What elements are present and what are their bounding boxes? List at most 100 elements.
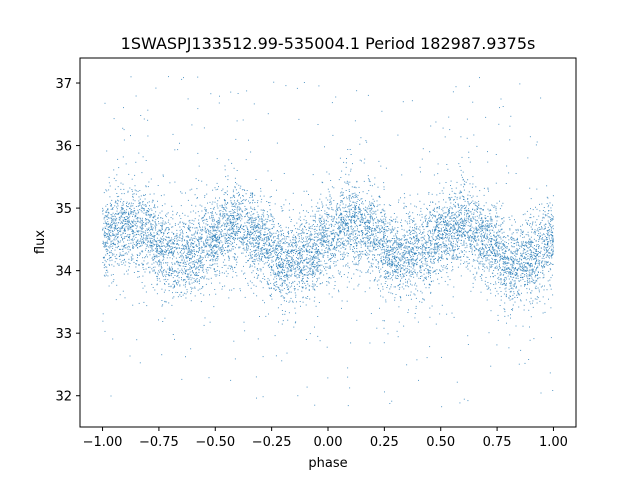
data-point [180, 218, 182, 219]
data-point [198, 265, 200, 267]
data-point [154, 227, 156, 229]
data-point [381, 219, 383, 221]
data-point [246, 190, 248, 191]
data-point [198, 237, 200, 239]
data-point [107, 250, 109, 252]
data-point [116, 284, 118, 286]
data-point [452, 254, 454, 256]
data-point [481, 224, 483, 226]
data-point [533, 279, 535, 281]
data-point [386, 240, 388, 242]
data-point [367, 228, 369, 229]
data-point [287, 279, 289, 281]
data-point [338, 179, 340, 181]
data-point [226, 240, 228, 242]
data-point [346, 286, 348, 288]
data-point [230, 200, 232, 202]
data-point [192, 249, 194, 251]
data-point [132, 240, 134, 242]
data-point [379, 204, 381, 206]
data-point [480, 235, 482, 237]
data-point [285, 274, 287, 276]
data-point [391, 275, 393, 277]
data-point [453, 214, 455, 216]
data-point [539, 300, 541, 302]
data-point [432, 217, 433, 219]
data-point [437, 163, 439, 165]
data-point [415, 242, 416, 244]
data-point [120, 198, 122, 200]
data-point [380, 260, 382, 262]
data-point [377, 241, 379, 243]
data-point [142, 257, 144, 259]
data-point [460, 221, 462, 223]
data-point [474, 216, 476, 218]
data-point [116, 213, 118, 215]
data-point [495, 227, 497, 228]
data-point [211, 211, 213, 213]
data-point [136, 230, 138, 232]
data-point [490, 216, 492, 218]
data-point [283, 288, 285, 289]
data-point [177, 251, 178, 253]
data-point [453, 236, 455, 238]
data-point [257, 205, 259, 207]
data-point [137, 231, 139, 233]
data-point [399, 246, 401, 248]
data-point [311, 246, 313, 248]
data-point [181, 239, 183, 241]
data-point [223, 217, 224, 219]
data-point [284, 313, 286, 315]
data-point [103, 243, 105, 245]
data-point [120, 227, 122, 229]
data-point [153, 232, 155, 234]
data-point [281, 295, 283, 297]
data-point [448, 247, 450, 249]
data-point [316, 265, 318, 267]
data-point [446, 164, 448, 165]
data-point [548, 270, 550, 272]
data-point [172, 283, 174, 285]
data-point [430, 258, 432, 260]
data-point [529, 265, 531, 267]
data-point [188, 245, 189, 247]
data-point [529, 274, 531, 275]
data-point [268, 236, 269, 238]
data-point [144, 224, 146, 226]
data-point [474, 276, 476, 278]
data-point [249, 252, 251, 254]
data-point [182, 243, 183, 245]
data-point [254, 227, 256, 229]
data-point [414, 269, 416, 271]
data-point [427, 224, 429, 226]
data-point [240, 208, 242, 210]
data-point [432, 232, 434, 234]
data-point [498, 234, 500, 236]
data-point [386, 246, 388, 248]
data-point [325, 242, 327, 243]
data-point [291, 283, 292, 285]
data-point [218, 220, 220, 221]
data-point [448, 238, 450, 240]
data-point [109, 247, 111, 249]
data-point [399, 242, 401, 244]
data-point [149, 205, 150, 207]
data-point [520, 255, 522, 257]
data-point [301, 248, 303, 250]
data-point [106, 236, 108, 238]
data-point [133, 261, 135, 263]
data-point [352, 193, 354, 195]
data-point [363, 218, 365, 220]
data-point [111, 259, 113, 261]
data-point [234, 256, 235, 258]
data-point [423, 253, 425, 254]
data-point [197, 197, 198, 199]
data-point [238, 202, 240, 203]
data-point [390, 265, 392, 267]
data-point [492, 248, 494, 250]
data-point [233, 212, 235, 214]
data-point [354, 236, 356, 238]
data-point [500, 273, 502, 275]
data-point [364, 213, 365, 215]
data-point [463, 250, 465, 252]
